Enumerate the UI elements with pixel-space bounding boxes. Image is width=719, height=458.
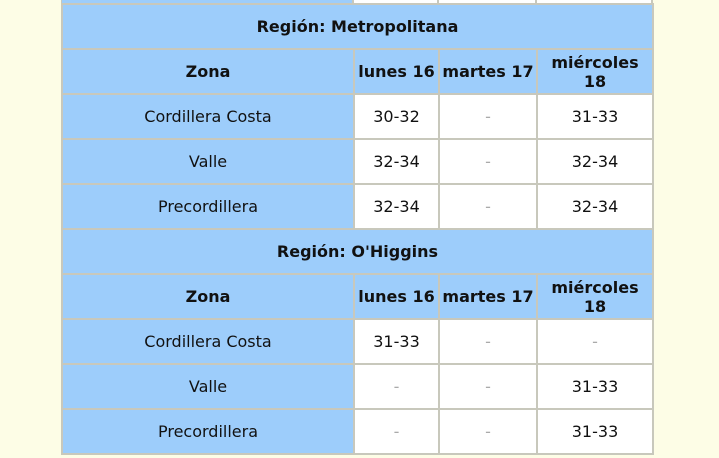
zone-name: Precordillera xyxy=(63,185,353,228)
region-row: Región: Metropolitana xyxy=(63,5,652,48)
zone-name: Cordillera Costa xyxy=(63,95,353,138)
region-title: Región: Metropolitana xyxy=(63,5,652,48)
data-row: Cordillera Costa 31-33- - xyxy=(63,320,652,363)
previous-row xyxy=(61,0,653,4)
column-header: miércoles 18 xyxy=(538,50,652,93)
temperature: - xyxy=(440,95,536,138)
temperature: - xyxy=(355,410,438,453)
temperature: 31-33 xyxy=(538,365,652,408)
temperature: 31-33 xyxy=(538,410,652,453)
zone-name: Cordillera Costa xyxy=(63,320,353,363)
header-row: Zona lunes 16 martes 17 miércoles 18 xyxy=(63,50,652,93)
temperature: - xyxy=(440,320,536,363)
column-header: lunes 16 xyxy=(355,275,438,318)
column-header: Zona xyxy=(63,275,353,318)
temperature: 32-34 xyxy=(538,140,652,183)
column-header: miércoles 18 xyxy=(538,275,652,318)
temperature: - xyxy=(355,365,438,408)
region-title: Región: O'Higgins xyxy=(63,230,652,273)
temperature: 32-34 xyxy=(355,185,438,228)
temperature: - xyxy=(440,140,536,183)
temperature: 32-34 xyxy=(538,185,652,228)
data-row: Valle 32-34-32-34 xyxy=(63,140,652,183)
column-header: martes 17 xyxy=(440,50,536,93)
temperature: - xyxy=(440,410,536,453)
zone-name: Valle xyxy=(63,140,353,183)
temperature: - xyxy=(440,365,536,408)
temperature: 31-33 xyxy=(355,320,438,363)
data-row: Cordillera Costa 30-32-31-33 xyxy=(63,95,652,138)
temperature: 31-33 xyxy=(538,95,652,138)
temperature: 32-34 xyxy=(355,140,438,183)
column-header: martes 17 xyxy=(440,275,536,318)
data-row: Precordillera - -31-33 xyxy=(63,410,652,453)
temperature: - xyxy=(538,320,652,363)
data-row: Valle - -31-33 xyxy=(63,365,652,408)
temperature: 30-32 xyxy=(355,95,438,138)
data-row: Precordillera 32-34-32-34 xyxy=(63,185,652,228)
region-row: Región: O'Higgins xyxy=(63,230,652,273)
column-header: lunes 16 xyxy=(355,50,438,93)
zone-name: Valle xyxy=(63,365,353,408)
temperature: - xyxy=(440,185,536,228)
zone-name: Precordillera xyxy=(63,410,353,453)
header-row: Zona lunes 16 martes 17 miércoles 18 xyxy=(63,275,652,318)
forecast-table: Región: Metropolitana Zona lunes 16 martes … xyxy=(61,3,654,455)
column-header: Zona xyxy=(63,50,353,93)
